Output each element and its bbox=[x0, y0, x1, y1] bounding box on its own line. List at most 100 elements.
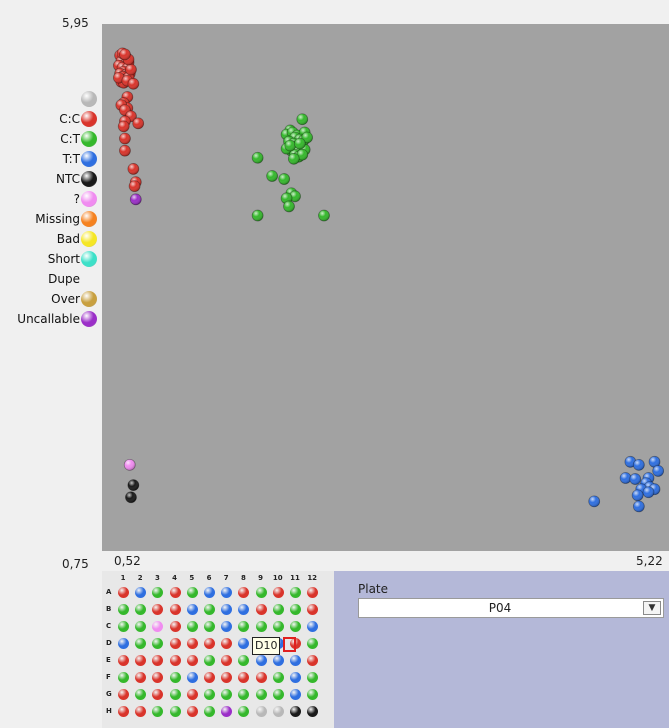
plate-well[interactable] bbox=[169, 706, 181, 717]
plate-well[interactable] bbox=[118, 655, 129, 666]
data-point[interactable] bbox=[301, 131, 313, 144]
data-point[interactable] bbox=[287, 152, 300, 165]
data-point[interactable] bbox=[284, 139, 297, 152]
plate-well[interactable] bbox=[221, 672, 233, 683]
plate-well[interactable] bbox=[169, 672, 181, 683]
plate-well[interactable] bbox=[290, 672, 301, 683]
plate-well[interactable] bbox=[204, 604, 215, 615]
plate-well[interactable] bbox=[135, 638, 147, 649]
plate-well[interactable] bbox=[255, 706, 267, 717]
data-point[interactable] bbox=[119, 132, 131, 145]
plate-well[interactable] bbox=[186, 672, 198, 683]
plate-well[interactable] bbox=[135, 672, 147, 683]
plate-well[interactable] bbox=[204, 621, 215, 632]
plate-well[interactable] bbox=[307, 689, 319, 700]
plate-well[interactable] bbox=[307, 587, 319, 598]
data-point[interactable] bbox=[652, 465, 665, 477]
chevron-down-icon[interactable]: ▼ bbox=[643, 601, 661, 615]
plate-well[interactable] bbox=[221, 689, 233, 700]
data-point[interactable] bbox=[127, 77, 140, 90]
plate-well[interactable] bbox=[238, 689, 250, 700]
plate-well[interactable] bbox=[221, 604, 233, 615]
plate-well[interactable] bbox=[290, 689, 301, 700]
data-point[interactable] bbox=[318, 209, 330, 222]
data-point[interactable] bbox=[128, 180, 141, 193]
plate-well[interactable] bbox=[255, 655, 267, 666]
plate-well[interactable] bbox=[307, 706, 319, 717]
plate-well[interactable] bbox=[169, 604, 181, 615]
plate-well[interactable] bbox=[152, 655, 164, 666]
plate-well[interactable] bbox=[255, 604, 267, 615]
plate-well[interactable] bbox=[307, 621, 319, 632]
plate-well[interactable] bbox=[272, 587, 284, 598]
data-point[interactable] bbox=[624, 455, 637, 468]
plate-well[interactable] bbox=[186, 706, 198, 717]
plate-well[interactable] bbox=[238, 604, 250, 615]
plate-well[interactable] bbox=[272, 706, 284, 717]
plate-well[interactable] bbox=[169, 621, 181, 632]
plate-well[interactable] bbox=[255, 672, 267, 683]
plate-well[interactable] bbox=[204, 655, 215, 666]
scatter-plot[interactable] bbox=[102, 24, 669, 551]
plate-well[interactable] bbox=[238, 587, 250, 598]
plate-well[interactable] bbox=[204, 638, 215, 649]
plate-well[interactable] bbox=[152, 604, 164, 615]
plate-well[interactable] bbox=[118, 621, 129, 632]
data-point[interactable] bbox=[632, 458, 645, 471]
data-point[interactable] bbox=[127, 479, 140, 492]
data-point[interactable] bbox=[125, 63, 137, 76]
data-point[interactable] bbox=[119, 144, 131, 157]
plate-well[interactable] bbox=[272, 672, 284, 683]
plate-well[interactable] bbox=[255, 621, 267, 632]
plate-well[interactable] bbox=[118, 706, 129, 717]
plate-well[interactable] bbox=[307, 655, 319, 666]
plate-well[interactable] bbox=[118, 604, 129, 615]
plate-well[interactable] bbox=[186, 621, 198, 632]
data-point[interactable] bbox=[127, 163, 140, 175]
data-point[interactable] bbox=[266, 170, 279, 182]
plate-well[interactable] bbox=[272, 689, 284, 700]
plate-well[interactable] bbox=[152, 587, 164, 598]
plate-well[interactable] bbox=[186, 689, 198, 700]
plate-well[interactable] bbox=[238, 621, 250, 632]
plate-well[interactable] bbox=[135, 655, 147, 666]
plate-well[interactable] bbox=[118, 672, 129, 683]
plate-well[interactable] bbox=[290, 604, 301, 615]
plate-well[interactable] bbox=[135, 587, 147, 598]
plate-well[interactable] bbox=[135, 689, 147, 700]
data-point[interactable] bbox=[123, 458, 136, 471]
data-point[interactable] bbox=[125, 491, 137, 504]
plate-well[interactable] bbox=[118, 638, 129, 649]
plate-well[interactable] bbox=[152, 706, 164, 717]
plate-well[interactable] bbox=[169, 689, 181, 700]
plate-well[interactable] bbox=[238, 672, 250, 683]
data-point[interactable] bbox=[251, 209, 264, 222]
plate-well[interactable] bbox=[152, 672, 164, 683]
plate-well[interactable] bbox=[238, 706, 250, 717]
data-point[interactable] bbox=[251, 151, 264, 164]
plate-well[interactable] bbox=[290, 587, 301, 598]
plate-well[interactable] bbox=[135, 604, 147, 615]
plate-well[interactable] bbox=[186, 638, 198, 649]
plate-select[interactable]: P04 ▼ bbox=[358, 598, 664, 618]
plate-well[interactable] bbox=[221, 587, 233, 598]
plate-well[interactable] bbox=[272, 655, 284, 666]
data-point[interactable] bbox=[129, 193, 142, 206]
plate-well[interactable] bbox=[135, 706, 147, 717]
plate-well[interactable] bbox=[186, 655, 198, 666]
data-point[interactable] bbox=[119, 48, 131, 61]
plate-well[interactable] bbox=[152, 689, 164, 700]
data-point[interactable] bbox=[293, 137, 306, 150]
plate-well[interactable] bbox=[152, 638, 164, 649]
plate-well[interactable] bbox=[135, 621, 147, 632]
data-point[interactable] bbox=[132, 117, 145, 130]
plate-well[interactable] bbox=[307, 638, 319, 649]
plate-well[interactable] bbox=[272, 604, 284, 615]
data-point[interactable] bbox=[117, 120, 130, 133]
plate-well[interactable] bbox=[290, 621, 301, 632]
plate-well[interactable] bbox=[186, 604, 198, 615]
plate-well[interactable] bbox=[307, 672, 319, 683]
plate-well[interactable] bbox=[221, 706, 233, 717]
plate-well[interactable] bbox=[255, 587, 267, 598]
data-point[interactable] bbox=[112, 71, 125, 84]
